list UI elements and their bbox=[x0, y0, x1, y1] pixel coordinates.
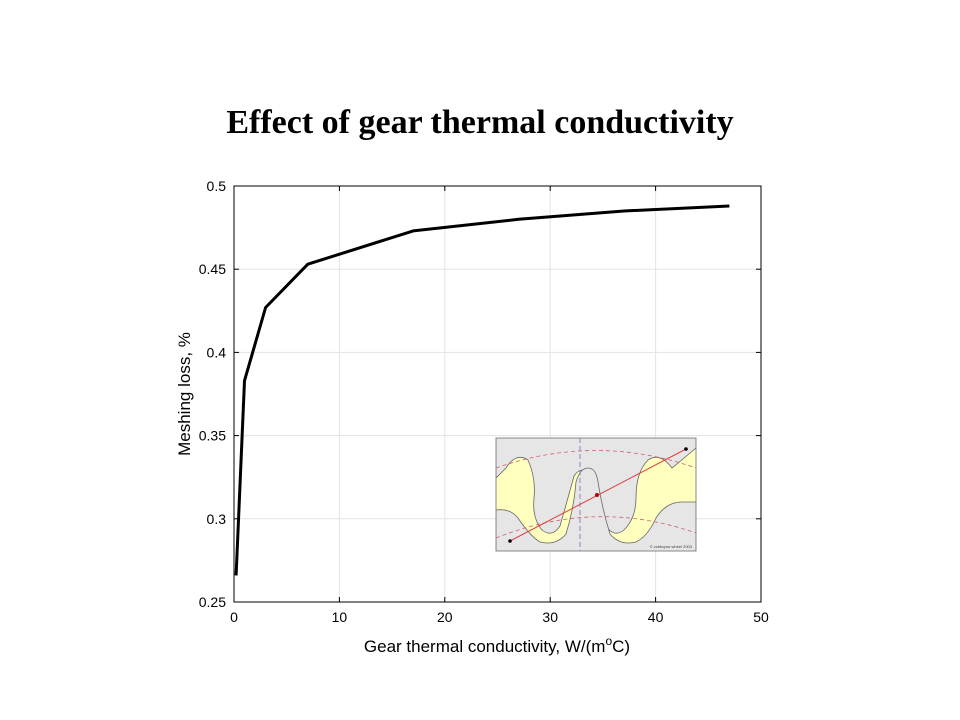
x-axis-label-main: Gear thermal conductivity, W/(m bbox=[364, 637, 606, 656]
slide-title: Effect of gear thermal conductivity bbox=[226, 104, 734, 141]
x-tick-label: 10 bbox=[332, 609, 348, 625]
y-tick-label: 0.35 bbox=[199, 428, 226, 444]
x-axis-label: Gear thermal conductivity, W/(moC) bbox=[364, 634, 630, 656]
x-tick-label: 30 bbox=[542, 609, 558, 625]
axis-ticks: 0 10 20 30 40 50 0.25 0.3 0.35 0.4 0.45 0.5 bbox=[199, 178, 769, 625]
inset-caption: © zzbbcpss wheel 2003 bbox=[650, 544, 693, 549]
x-axis-label-superscript: o bbox=[605, 634, 612, 648]
x-tick-label: 40 bbox=[648, 609, 664, 625]
x-tick-label: 20 bbox=[437, 609, 453, 625]
contact-point-pitch bbox=[595, 493, 599, 497]
y-tick-label: 0.3 bbox=[207, 511, 227, 527]
y-axis-label: Meshing loss, % bbox=[175, 332, 194, 456]
contact-point-end bbox=[684, 447, 688, 451]
y-tick-label: 0.4 bbox=[207, 344, 227, 360]
lower-gear bbox=[496, 467, 696, 551]
x-tick-label: 50 bbox=[753, 609, 769, 625]
gear-mesh-icon: © zzbbcpss wheel 2003 bbox=[495, 437, 697, 552]
y-tick-label: 0.5 bbox=[207, 178, 227, 194]
pitch-circle-upper bbox=[496, 450, 696, 469]
y-tick-label: 0.25 bbox=[199, 594, 226, 610]
series-line bbox=[234, 204, 730, 576]
contact-point-start bbox=[508, 539, 512, 543]
x-tick-label: 0 bbox=[230, 609, 238, 625]
y-tick-label: 0.45 bbox=[199, 261, 226, 277]
plot-frame bbox=[233, 185, 762, 603]
x-axis-label-end: C) bbox=[612, 637, 630, 656]
